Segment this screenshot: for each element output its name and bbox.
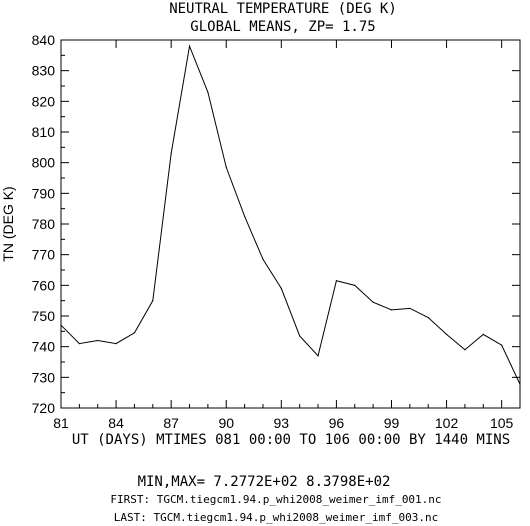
data-point — [188, 45, 191, 47]
data-point — [299, 335, 301, 337]
x-tick-label: 84 — [108, 415, 124, 431]
chart-title: NEUTRAL TEMPERATURE (DEG K) — [169, 1, 397, 17]
y-tick-label: 790 — [32, 185, 56, 201]
data-point — [427, 316, 429, 319]
x-axis: 81 84 87 90 93 96 99 102 105 — [53, 40, 514, 431]
data-point — [372, 301, 374, 303]
y-axis-label: TN (DEG K) — [0, 186, 16, 261]
x-tick-label: 87 — [163, 415, 179, 431]
last-file-label: LAST: TGCM.tiegcm1.94.p_whi2008_weimer_i… — [114, 511, 439, 524]
y-tick-label: 820 — [32, 93, 56, 109]
y-tick-label: 780 — [32, 216, 56, 232]
x-tick-label: 99 — [384, 415, 400, 431]
plot-frame — [60, 39, 521, 409]
data-point — [280, 287, 282, 289]
data-point — [501, 344, 503, 346]
data-point — [60, 324, 62, 326]
data-point — [207, 91, 209, 93]
y-tick-label: 800 — [32, 155, 56, 171]
y-tick-label: 770 — [32, 247, 56, 263]
minmax-label: MIN,MAX= 7.2772E+02 8.3798E+02 — [138, 474, 391, 490]
x-tick-label: 81 — [53, 415, 69, 431]
x-tick-label: 96 — [329, 415, 345, 431]
y-axis: 720 730 740 750 760 770 780 790 800 810 820 830 840 — [32, 32, 520, 416]
data-point — [244, 215, 246, 217]
y-tick-label: 840 — [32, 32, 56, 48]
data-point — [78, 343, 80, 345]
chart-subtitle: GLOBAL MEANS, ZP= 1.75 — [190, 19, 375, 35]
data-point — [152, 300, 154, 302]
data-point — [317, 355, 319, 357]
data-point — [262, 258, 264, 260]
y-tick-label: 760 — [32, 277, 56, 293]
data-point — [115, 343, 117, 345]
data-point — [409, 307, 411, 309]
data-point — [170, 152, 172, 155]
y-tick-label: 750 — [32, 308, 56, 324]
data-point — [519, 383, 521, 385]
data-point — [464, 349, 466, 351]
y-tick-label: 740 — [32, 339, 56, 355]
first-file-label: FIRST: TGCM.tiegcm1.94.p_whi2008_weimer_… — [110, 493, 441, 506]
x-tick-label: 105 — [490, 415, 514, 431]
x-tick-label: 90 — [218, 415, 234, 431]
data-point — [354, 284, 356, 286]
y-tick-label: 730 — [32, 369, 56, 385]
y-tick-label: 830 — [32, 63, 56, 79]
x-tick-label: 93 — [274, 415, 290, 431]
data-point — [335, 280, 337, 282]
data-point — [445, 333, 448, 335]
y-tick-label: 810 — [32, 124, 56, 140]
data-point — [133, 332, 136, 334]
data-point — [97, 339, 99, 342]
data-point — [390, 309, 393, 311]
series-line — [60, 44, 521, 385]
series-points — [60, 45, 521, 385]
x-axis-label: UT (DAYS) MTIMES 081 00:00 TO 106 00:00 … — [72, 432, 510, 448]
data-point — [225, 166, 227, 168]
data-point — [482, 333, 484, 335]
x-tick-label: 102 — [435, 415, 459, 431]
y-tick-label: 720 — [32, 400, 56, 416]
